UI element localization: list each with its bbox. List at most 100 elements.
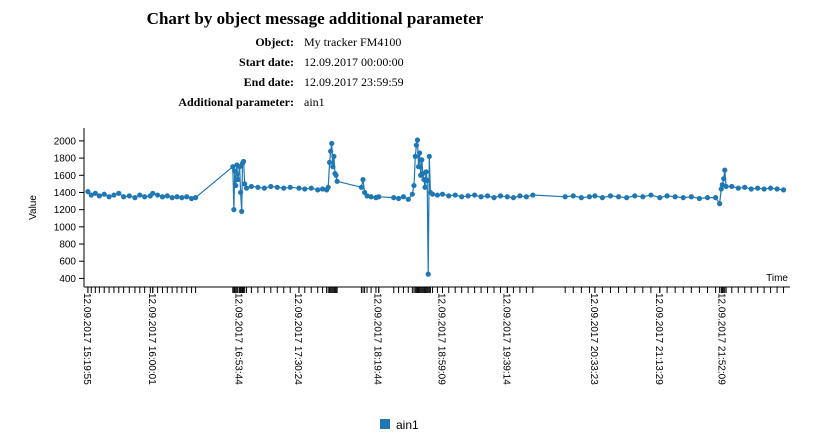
point — [101, 191, 107, 197]
point — [255, 184, 261, 190]
point — [400, 194, 407, 200]
y-tick-label: 1400 — [54, 188, 77, 199]
point — [111, 192, 117, 198]
point — [126, 193, 132, 199]
point — [530, 192, 536, 198]
y-tick-label: 1600 — [54, 171, 77, 182]
point — [607, 193, 614, 199]
info-table: Object: My tracker FM4100 Start date: 12.09… — [178, 35, 403, 109]
point — [325, 184, 331, 190]
x-tick-label: 12.09.2017 19:39:14 — [500, 293, 511, 385]
point — [439, 191, 446, 197]
point — [106, 194, 112, 200]
point — [395, 195, 402, 202]
point — [319, 186, 326, 192]
y-tick-label: 1000 — [54, 222, 77, 233]
y-tick-label: 800 — [59, 240, 76, 251]
point — [188, 195, 195, 202]
point — [261, 185, 267, 191]
point — [415, 164, 422, 170]
legend-label: ain1 — [396, 418, 419, 432]
point — [331, 153, 337, 159]
chart: 400 600 800 1000 1200 1400 1600 1800 2000 Value Ti… — [28, 128, 790, 432]
point — [570, 193, 576, 199]
point — [358, 184, 364, 190]
point — [116, 190, 122, 196]
x-tick-label: 12.09.2017 18:19:44 — [372, 293, 383, 385]
point — [179, 195, 185, 201]
point — [235, 176, 241, 183]
point — [411, 182, 417, 189]
point — [137, 192, 143, 198]
y-axis-label: Value — [28, 195, 39, 220]
info-label: Start date: — [239, 55, 294, 69]
point — [657, 195, 663, 201]
point — [446, 193, 452, 199]
point — [376, 194, 382, 200]
point — [517, 193, 523, 199]
point — [424, 177, 430, 184]
point — [423, 169, 429, 175]
point — [326, 159, 333, 165]
x-tick-label: 12.09.2017 20:33:23 — [588, 293, 599, 385]
point — [452, 192, 458, 198]
point — [624, 195, 630, 201]
y-tick-label: 400 — [59, 274, 76, 285]
point — [417, 150, 423, 156]
point — [723, 183, 729, 190]
x-tick-label: 12.09.2017 18:59:09 — [435, 293, 446, 385]
x-axis-label: Time — [766, 273, 788, 284]
point — [761, 186, 767, 192]
point — [237, 164, 243, 170]
point — [391, 195, 397, 201]
point — [497, 193, 504, 199]
point — [434, 192, 441, 198]
point — [599, 195, 605, 201]
point — [465, 193, 471, 199]
point — [615, 194, 622, 200]
point — [780, 187, 787, 193]
x-tick-label: 12.09.2017 21:52:09 — [715, 293, 726, 385]
x-tick-label: 12.09.2017 21:13:29 — [653, 293, 664, 385]
point — [504, 194, 510, 200]
info-value: ain1 — [304, 95, 325, 109]
point — [729, 183, 735, 190]
point — [640, 194, 646, 200]
point — [154, 192, 161, 198]
point — [281, 185, 287, 191]
point — [767, 185, 774, 191]
point — [774, 186, 780, 192]
point — [232, 168, 238, 174]
point — [368, 194, 374, 200]
point — [414, 137, 421, 143]
point — [578, 195, 584, 201]
x-tick-label: 12.09.2017 16:53:44 — [233, 293, 244, 385]
point — [230, 164, 236, 170]
legend-swatch — [380, 419, 390, 429]
point — [422, 184, 428, 190]
point — [164, 193, 170, 199]
point — [459, 194, 465, 200]
point — [429, 191, 436, 197]
x-tick-label: 12.09.2017 17:30:24 — [292, 293, 303, 385]
y-tick-label: 1200 — [54, 205, 77, 216]
info-value: 12.09.2017 23:59:59 — [304, 75, 404, 89]
point — [239, 208, 245, 214]
point — [419, 157, 425, 163]
x-tick-label: 12.09.2017 15:19:55 — [81, 293, 92, 385]
point — [523, 194, 529, 200]
point — [328, 148, 334, 154]
point — [412, 153, 418, 159]
point — [240, 158, 247, 165]
point — [735, 185, 741, 191]
point — [329, 140, 335, 147]
point — [315, 187, 321, 193]
point — [680, 195, 686, 201]
info-value: 12.09.2017 00:00:00 — [304, 55, 404, 69]
point — [242, 181, 248, 187]
point — [364, 193, 370, 199]
point — [233, 182, 239, 189]
info-label: Additional parameter: — [178, 95, 294, 109]
point — [478, 194, 484, 200]
